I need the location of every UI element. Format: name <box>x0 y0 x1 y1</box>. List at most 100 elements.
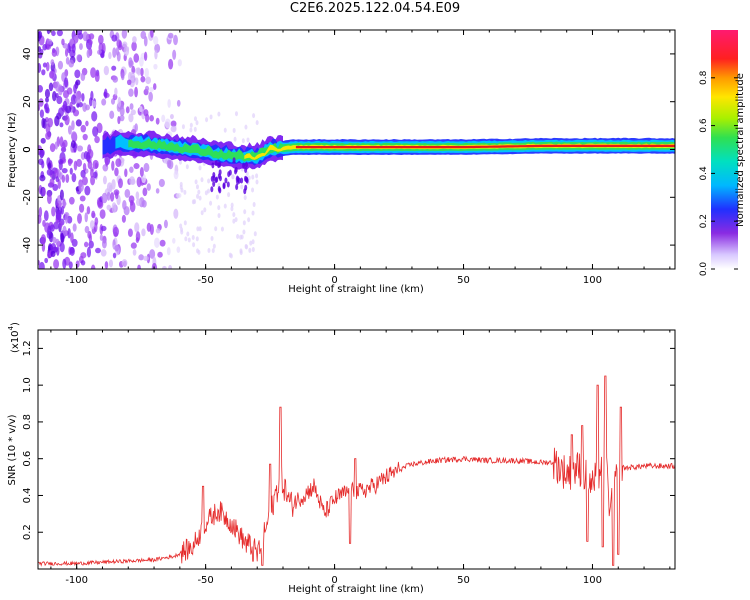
spectrogram-noise-cell <box>126 79 132 86</box>
spectrogram-noise-cell <box>106 204 112 211</box>
spectrogram-noise-cell <box>102 175 107 185</box>
spectrogram-noise-cell <box>42 187 46 196</box>
spectrogram-noise-cell <box>90 175 96 186</box>
spectrogram-noise-cell <box>130 109 136 116</box>
spectrogram-noise-cell <box>176 246 181 253</box>
spectrogram-noise-cell <box>226 181 230 188</box>
spectrogram-noise-cell <box>93 171 98 179</box>
spectrogram-noise-cell <box>142 187 148 197</box>
spectrogram-noise-cell <box>119 106 125 116</box>
spectrogram-noise-cell <box>79 195 86 202</box>
spectrogram-noise-cell <box>245 171 249 177</box>
spectrogram-noise-cell <box>67 158 72 167</box>
spectrogram-noise-cell <box>143 36 148 47</box>
spectrogram-noise-cell <box>189 127 193 133</box>
spectrogram-noise-cell <box>60 232 65 243</box>
spectrogram-noise-cell <box>69 167 73 175</box>
spectrogram-noise-cell <box>70 232 74 244</box>
spectrogram-noise-cell <box>128 60 134 67</box>
spectrogram-noise-cell <box>204 190 208 196</box>
spectrogram-noise-cell <box>244 184 248 191</box>
spectrogram-noise-cell <box>79 43 83 50</box>
spectrogram-noise-cell <box>50 242 57 254</box>
spectrogram-noise-cell <box>68 196 75 205</box>
spectrogram-noise-cell <box>239 234 243 240</box>
x-tick-label: 100 <box>583 275 602 286</box>
spectrogram-noise-cell <box>41 117 45 129</box>
spectrogram-noise-cell <box>39 174 46 182</box>
spectrogram-noise-cell <box>244 161 248 168</box>
spectrogram-x-axis-label: Height of straight line (km) <box>288 284 424 295</box>
spectrogram-noise-cell <box>84 212 88 223</box>
spectrogram-noise-cell <box>139 56 144 67</box>
spectrogram-noise-cell <box>231 174 235 180</box>
spectrogram-noise-cell <box>92 159 99 170</box>
spectrogram-noise-cell <box>54 141 59 150</box>
spectrogram-noise-cell <box>145 76 152 85</box>
spectrogram-noise-cell <box>114 191 119 200</box>
spectrogram-noise-cell <box>38 46 42 53</box>
spectrogram-noise-cell <box>179 181 183 187</box>
spectrogram-noise-cell <box>74 96 81 104</box>
spectrogram-noise-cell <box>49 178 55 187</box>
spectrogram-noise-cell <box>252 113 256 119</box>
spectrogram-noise-cell <box>52 90 57 102</box>
spectrogram-noise-cell <box>72 109 80 117</box>
spectrogram-noise-cell <box>78 102 83 108</box>
spectrogram-noise-cell <box>155 117 160 125</box>
y-tick-label: 0.2 <box>22 524 33 540</box>
spectrogram-noise-cell <box>195 184 199 190</box>
spectrogram-noise-cell <box>82 31 89 42</box>
spectrogram-noise-cell <box>253 231 257 237</box>
spectrogram-noise-cell <box>56 95 63 105</box>
spectrogram-noise-cell <box>181 124 185 130</box>
spectrogram-noise-cell <box>90 168 94 178</box>
spectrogram-noise-cell <box>196 226 200 232</box>
spectrogram-noise-cell <box>100 249 107 257</box>
spectrogram-noise-cell <box>122 200 127 210</box>
spectrogram-noise-cell <box>157 251 163 258</box>
spectrogram-noise-cell <box>109 192 115 202</box>
spectrogram-noise-cell <box>67 125 72 135</box>
spectrogram-noise-cell <box>50 250 56 258</box>
spectrogram-noise-cell <box>128 88 134 97</box>
spectrogram-noise-cell <box>252 202 256 208</box>
spectrogram-noise-cell <box>73 84 77 94</box>
spectrogram-noise-cell <box>124 188 131 198</box>
spectrogram-noise-cell <box>169 113 174 120</box>
spectrogram-noise-cell <box>212 172 216 179</box>
spectrogram-noise-cell <box>155 228 161 234</box>
spectrogram-noise-cell <box>139 167 144 178</box>
spectrogram-noise-cell <box>85 120 89 127</box>
spectrogram-noise-cell <box>94 136 100 144</box>
spectrogram-noise-cell <box>217 213 221 219</box>
spectrogram-noise-cell <box>114 245 120 252</box>
spectrogram-noise-cell <box>71 120 75 131</box>
spectrogram-noise-cell <box>247 217 251 223</box>
spectrogram-noise-cell <box>127 228 133 237</box>
colorbar-tick-label: 0.0 <box>699 262 709 277</box>
spectrogram-noise-cell <box>232 127 236 133</box>
spectrogram-noise-cell <box>91 111 98 122</box>
spectrogram-noise-cell <box>149 249 156 259</box>
spectrogram-noise-cell <box>245 244 249 250</box>
y-tick-label: 0.4 <box>22 488 33 504</box>
spectrogram-noise-cell <box>133 53 140 63</box>
spectrogram-noise-cell <box>108 51 112 60</box>
spectrogram-noise-cell <box>149 115 154 122</box>
spectrogram-noise-cell <box>106 191 111 201</box>
spectrogram-noise-cell <box>88 240 94 249</box>
spectrogram-noise-cell <box>136 67 141 76</box>
spectrogram-noise-cell <box>54 167 59 179</box>
spectrogram-noise-cell <box>72 223 77 232</box>
spectrogram-noise-cell <box>81 176 88 186</box>
spectrogram-noise-cell <box>144 85 150 92</box>
spectrogram-noise-cell <box>38 30 43 39</box>
spectrogram-noise-cell <box>49 224 55 232</box>
spectrogram-noise-cell <box>149 86 154 93</box>
spectrogram-noise-cell <box>82 162 87 172</box>
spectrogram-noise-cell <box>56 246 60 256</box>
spectrogram-noise-cell <box>132 36 137 43</box>
spectrogram-noise-cell <box>220 226 224 232</box>
